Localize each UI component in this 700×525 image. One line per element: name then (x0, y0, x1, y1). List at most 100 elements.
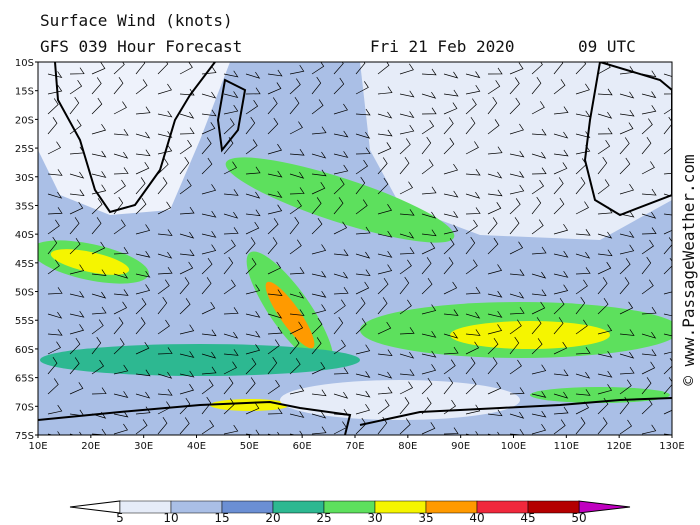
wind-barb (179, 277, 190, 295)
wind-barb (553, 271, 569, 278)
coastline (54, 62, 216, 214)
wind-barb (113, 196, 124, 215)
lon-label: 30E (134, 441, 153, 452)
wind-barb (267, 356, 278, 375)
wind-barb (399, 299, 412, 315)
wind-barb (311, 389, 327, 397)
wind-barb (509, 198, 521, 215)
wind-barb (597, 324, 613, 335)
wind-barb (179, 111, 195, 119)
wind-barb (289, 97, 300, 115)
wind-barb (619, 183, 634, 195)
wind-barb (333, 62, 344, 75)
wind-barb (289, 309, 305, 316)
wind-barb (597, 62, 611, 75)
wind-barb (421, 136, 432, 155)
wind-barb (223, 70, 239, 78)
wind-barb (267, 82, 282, 95)
wind-barb (223, 104, 239, 115)
wind-barb (641, 306, 657, 315)
wind-barb (245, 311, 261, 318)
wind-barb (311, 99, 324, 115)
wind-barb (355, 344, 371, 355)
wind-barb (289, 187, 305, 195)
lat-label: 70S (15, 402, 34, 413)
wind-barb (663, 93, 672, 95)
wind-barb (311, 426, 327, 435)
wind-barb (245, 99, 259, 115)
wind-barb (421, 331, 437, 338)
lon-label: 50E (240, 441, 259, 452)
wind-barb (663, 257, 672, 275)
wind-barb (355, 108, 371, 116)
wind-barb (663, 230, 672, 235)
wind-barb (69, 67, 85, 75)
wind-barb (223, 424, 239, 435)
wind-barb (113, 167, 129, 175)
wind-barb (245, 71, 261, 79)
wind-barb (245, 237, 256, 255)
wind-barb (553, 149, 569, 157)
wind-barb (619, 109, 635, 117)
wind-barb (157, 347, 173, 355)
lon-label: 120E (606, 441, 631, 452)
wind-barb (509, 387, 525, 395)
wind-barb (377, 129, 393, 137)
wind-barb (641, 118, 653, 135)
lon-label: 40E (187, 441, 206, 452)
wind-barb (399, 231, 415, 239)
wind-barb (157, 296, 168, 315)
wind-barb (333, 197, 344, 215)
wind-barb (47, 378, 59, 395)
wind-barb (135, 224, 151, 235)
wind-barb (399, 63, 414, 75)
wind-barb (399, 397, 410, 415)
wind-barb (201, 66, 217, 75)
wind-barb (597, 139, 611, 155)
wind-barb (47, 329, 63, 336)
wind-barb (377, 251, 393, 258)
wind-barb (179, 324, 195, 335)
wind-barb (553, 106, 569, 115)
wind-barb (355, 251, 371, 259)
wind-barb (135, 197, 147, 215)
wind-barb (421, 350, 437, 358)
wind-barb (267, 431, 280, 435)
wind-barb (135, 250, 151, 258)
wind-barb (641, 256, 652, 275)
wind-barb (553, 250, 569, 258)
wind-barb (91, 171, 107, 178)
wind-barb (333, 339, 346, 355)
wind-barb (487, 381, 502, 395)
wind-barb (201, 157, 213, 175)
wind-barb (91, 387, 107, 395)
wind-barb (531, 246, 547, 255)
wind-barb (575, 319, 588, 335)
wind-barb (311, 169, 327, 177)
wind-barb (421, 257, 432, 275)
legend-label: 5 (116, 511, 124, 525)
wind-barb (487, 189, 503, 197)
wind-barb (201, 244, 217, 255)
wind-barb (91, 62, 106, 75)
wind-barb (267, 69, 283, 77)
wind-barb (663, 139, 672, 155)
wind-barb (47, 236, 58, 255)
wind-barb (487, 80, 501, 95)
wind-barb (553, 224, 569, 235)
wind-barb (619, 137, 630, 155)
lon-label: 10E (28, 441, 47, 452)
wind-barb (663, 377, 672, 395)
wind-barb (47, 357, 58, 375)
wind-barb (333, 271, 349, 279)
wind-barb (641, 137, 652, 155)
wind-barb (575, 110, 591, 118)
wind-barb (355, 318, 367, 335)
wind-barb (355, 371, 371, 378)
wind-barb (531, 151, 547, 159)
wind-barb (377, 264, 393, 275)
wind-barb (597, 111, 613, 119)
wind-barb (289, 358, 301, 375)
wind-barb (179, 351, 195, 358)
wind-barb (201, 329, 217, 337)
